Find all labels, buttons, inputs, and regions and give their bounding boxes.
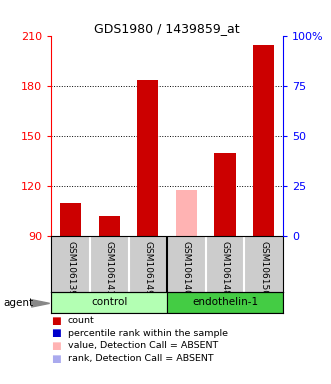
Text: GSM106140: GSM106140 bbox=[182, 241, 191, 296]
Text: value, Detection Call = ABSENT: value, Detection Call = ABSENT bbox=[68, 341, 218, 351]
Text: rank, Detection Call = ABSENT: rank, Detection Call = ABSENT bbox=[68, 354, 213, 363]
Bar bbox=[253, 45, 274, 236]
Bar bbox=[60, 203, 81, 236]
Bar bbox=[176, 190, 197, 236]
Bar bbox=[51, 292, 167, 313]
Text: percentile rank within the sample: percentile rank within the sample bbox=[68, 329, 228, 338]
Text: count: count bbox=[68, 316, 95, 325]
Text: GSM106149: GSM106149 bbox=[143, 241, 152, 296]
Title: GDS1980 / 1439859_at: GDS1980 / 1439859_at bbox=[94, 22, 240, 35]
Text: agent: agent bbox=[3, 298, 33, 308]
Text: endothelin-1: endothelin-1 bbox=[192, 297, 258, 308]
Text: ■: ■ bbox=[51, 354, 61, 364]
Text: GSM106150: GSM106150 bbox=[259, 241, 268, 296]
Bar bbox=[137, 80, 159, 236]
Polygon shape bbox=[31, 300, 50, 307]
Bar bbox=[214, 153, 236, 236]
Text: control: control bbox=[91, 297, 127, 308]
Text: ■: ■ bbox=[51, 316, 61, 326]
Bar bbox=[167, 292, 283, 313]
Text: GSM106139: GSM106139 bbox=[66, 241, 75, 296]
Text: ■: ■ bbox=[51, 328, 61, 338]
Bar bbox=[99, 216, 120, 236]
Text: ■: ■ bbox=[51, 341, 61, 351]
Text: GSM106141: GSM106141 bbox=[105, 241, 114, 296]
Text: GSM106148: GSM106148 bbox=[220, 241, 230, 296]
